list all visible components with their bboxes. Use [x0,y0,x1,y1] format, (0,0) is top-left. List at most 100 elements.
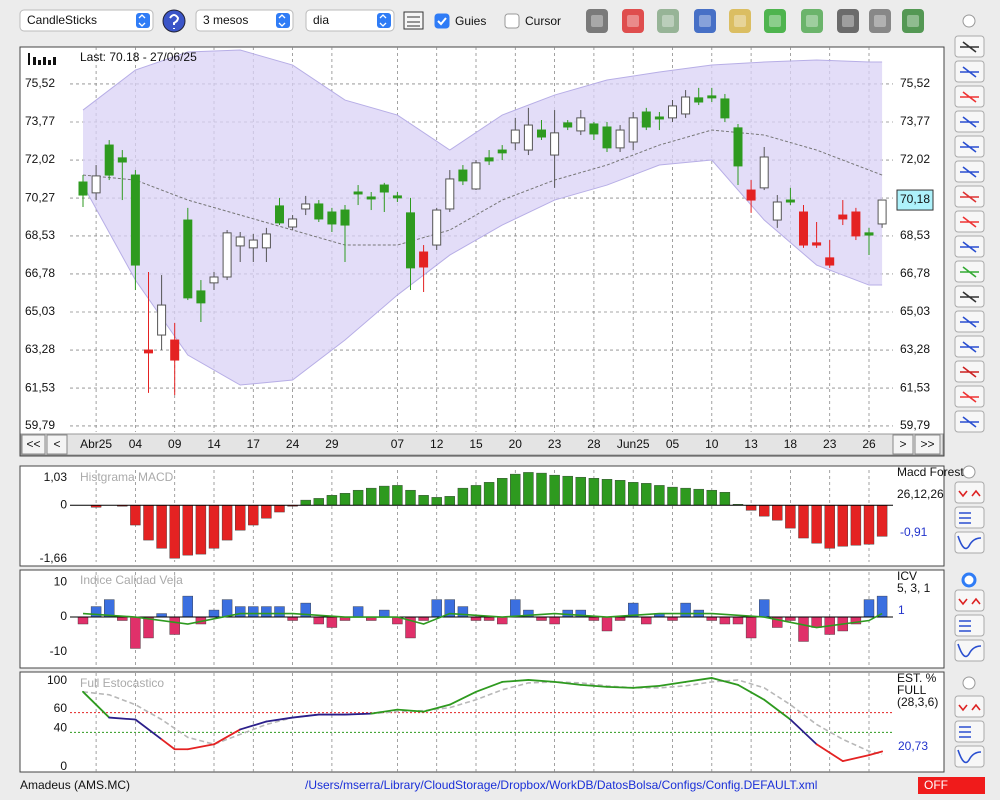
select-box[interactable] [19,9,154,32]
macd-bar [601,479,613,506]
stoch-main-segment [422,703,451,713]
icv-bar [785,616,796,621]
candle-body [602,126,612,149]
panel-tool-icon [959,620,971,632]
macd-bar [261,505,272,519]
nav-button[interactable] [46,434,68,455]
icv-bar [431,599,442,618]
y-tick-label: 0 [60,609,67,623]
panel-params: 26,12,26 [897,487,944,501]
macd-bar [824,505,835,549]
radio[interactable] [962,676,976,690]
candle-body [379,184,389,193]
toolbar-icon[interactable] [837,9,859,33]
x-tick-label: 05 [666,437,680,451]
toolbar-icon[interactable] [694,9,716,33]
toolbar-icon[interactable] [729,9,751,33]
toolbar-icon[interactable] [764,9,786,33]
toolbar-icon-detail [806,15,818,27]
nav-button[interactable] [21,434,46,455]
candle-body [340,209,350,226]
toolbar-icon[interactable] [869,9,891,33]
candle-body [275,205,284,224]
y-tick-label: -1,66 [40,551,68,565]
status-path[interactable]: /Users/mserra/Library/CloudStorage/Dropb… [305,778,817,792]
stoch-main-segment [160,738,176,751]
panel-tool[interactable] [954,745,985,768]
candle-body [288,218,298,228]
macd-bar [182,505,194,556]
y-tick-label: 73,77 [25,114,55,128]
macd-bar [811,505,822,544]
icv-bar [143,616,154,639]
candle-body [130,174,140,266]
y-tick-label: 59,79 [25,418,55,432]
x-tick-label: 26 [862,437,876,451]
panel-tool-icon [957,535,982,550]
candle-body [484,157,494,162]
y-tick-label-right: 75,52 [900,76,930,90]
checkbox[interactable] [504,13,520,29]
candle-body [314,203,324,220]
candle-body [445,178,455,210]
panel-tool[interactable] [954,481,985,504]
panel-tool-icon [958,703,981,712]
y-tick-label: 75,52 [25,76,55,90]
macd-bar [392,485,403,506]
panel-tool-icon [959,512,971,524]
y-tick-label: 61,53 [25,380,55,394]
icv-bar [706,616,717,621]
macd-bar [143,505,154,541]
candle-body [668,105,677,119]
macd-bar [628,482,639,506]
icv-bar [759,599,770,618]
radio[interactable] [962,465,976,479]
panel-tool[interactable] [954,639,985,662]
icv-bar [313,616,324,625]
x-tick-label: 18 [784,437,798,451]
candle-body [864,232,874,236]
help-button[interactable] [162,9,186,33]
candle-body [694,97,704,103]
calc-icon[interactable] [403,11,424,30]
toolbar-icon[interactable] [902,9,924,33]
icv-bar [680,602,691,618]
toolbar-icon[interactable] [586,9,608,33]
icv-bar [470,616,482,621]
status-ticker: Amadeus (AMS.MC) [20,778,130,792]
icv-bar [221,599,233,618]
select-box[interactable] [195,9,294,32]
sidebar-icon [960,266,979,278]
toolbar-icon[interactable] [801,9,823,33]
nav-button[interactable] [914,434,941,455]
icv-bar [745,616,757,639]
y-tick-label-right: 73,77 [900,114,930,128]
candle-body [209,276,219,284]
panel-tool[interactable] [954,695,985,718]
candle-body [432,209,442,246]
candle-body [537,129,546,138]
panel-tool[interactable] [954,589,985,612]
stoch-main-segment [396,708,425,713]
checkbox[interactable] [434,13,450,29]
candle-body [523,124,533,151]
macd-bar [680,487,691,506]
stoch-main-segment [213,728,242,746]
nav-button[interactable] [892,434,914,455]
select-box[interactable] [305,9,395,32]
candle-body [471,162,481,190]
macd-bar [654,485,665,506]
toolbar-icon[interactable] [622,9,644,33]
stoch-main-segment [265,716,294,723]
macd-bar [588,478,600,506]
stoch-main-segment [344,712,373,716]
y-tick-label-right: 68,53 [900,228,930,242]
radio[interactable] [962,14,976,28]
icv-bar [261,606,272,618]
stoch-main-segment [737,683,766,701]
toolbar-icon[interactable] [657,9,679,33]
radio[interactable] [961,572,977,588]
panel-tool[interactable] [954,531,985,554]
stoch-main-segment [658,681,687,687]
mode-box[interactable] [918,777,985,794]
